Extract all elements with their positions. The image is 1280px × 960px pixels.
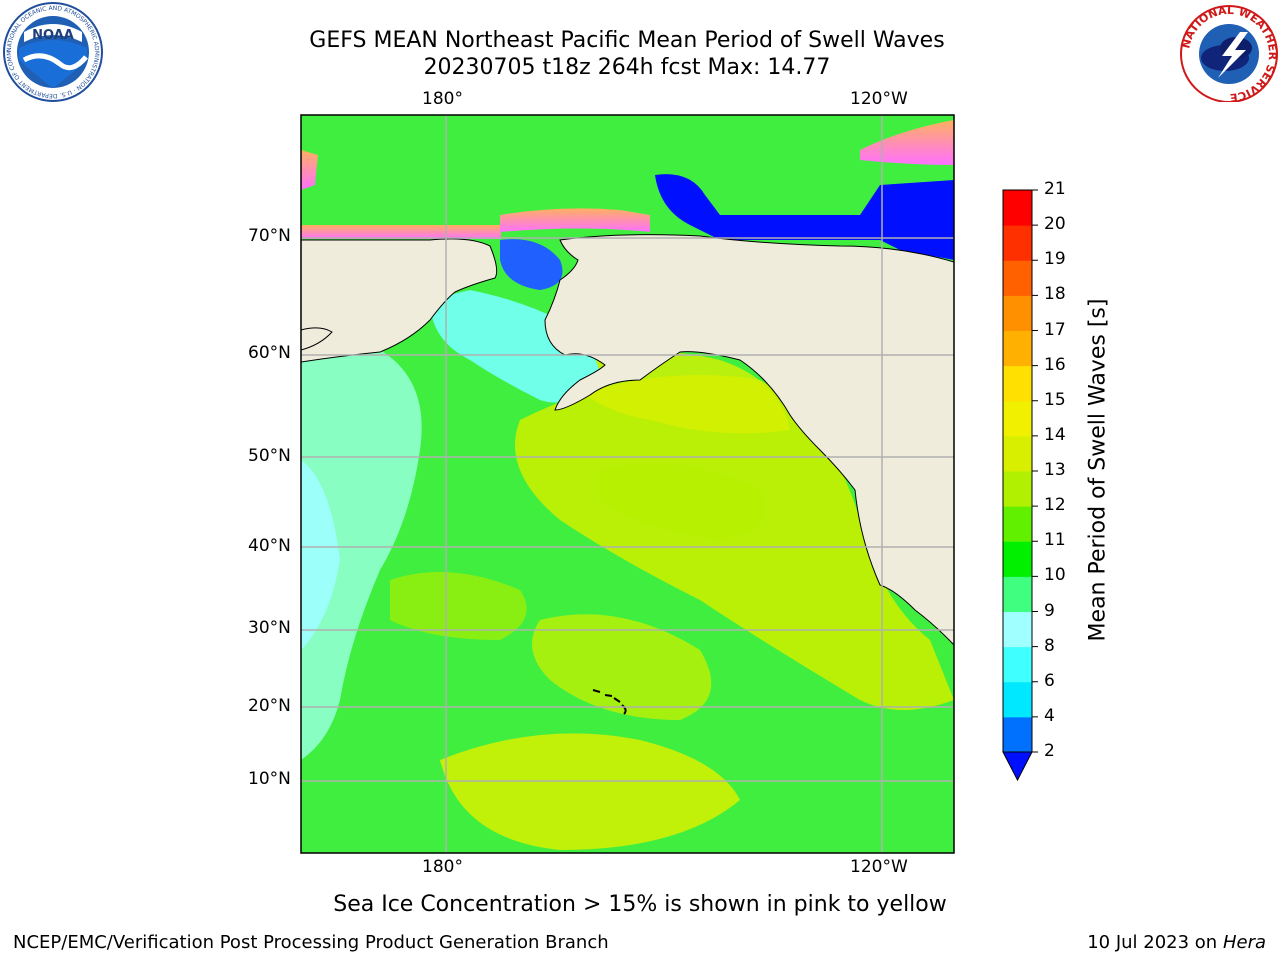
colorbar-tick-label: 9 <box>1044 600 1055 621</box>
swell-patch-central <box>390 572 527 640</box>
map-subtitle: 20230705 t18z 264h fcst Max: 14.77 <box>423 55 831 80</box>
colorbar-tick-label: 20 <box>1044 214 1066 235</box>
lat-label-50n: 50°N <box>248 446 291 466</box>
colorbar-under-arrow <box>1002 751 1033 782</box>
land-siberia <box>301 238 498 363</box>
graticule <box>301 115 954 853</box>
colorbar-segment <box>1003 646 1032 683</box>
sea-ice-east <box>860 120 954 165</box>
colorbar-tick-label: 13 <box>1044 460 1066 480</box>
footer-right: 10 Jul 2023 on Hera <box>1087 932 1266 953</box>
colorbar-segment <box>1003 365 1032 402</box>
short-period-band <box>301 350 422 760</box>
colorbar-tick-label: 12 <box>1044 495 1066 516</box>
colorbar <box>1002 189 1038 782</box>
colorbar-segment <box>1003 435 1032 472</box>
swell-patch-hawaii <box>532 614 712 720</box>
colorbar-segment <box>1003 330 1032 367</box>
chukchi-field <box>500 239 563 290</box>
lat-label-40n: 40°N <box>248 536 291 556</box>
colorbar-segment <box>1003 576 1032 612</box>
lat-label-30n: 30°N <box>248 618 291 638</box>
colorbar-tick-label: 18 <box>1044 284 1066 305</box>
colorbar-segment <box>1003 716 1032 753</box>
lat-label-10n: 10°N <box>248 769 291 789</box>
map-frame <box>300 114 955 854</box>
lon-label-top-180: 180° <box>422 89 463 109</box>
colorbar-segment <box>1003 260 1032 296</box>
footer-date: 10 Jul 2023 on <box>1087 932 1223 953</box>
colorbar-label: Mean Period of Swell Waves [s] <box>1085 298 1111 642</box>
land-kamchatka-tip <box>301 327 333 351</box>
colorbar-segment <box>1003 471 1032 507</box>
colorbar-tick-label: 2 <box>1044 741 1055 761</box>
short-period-core <box>301 460 340 650</box>
colorbar-tick-label: 6 <box>1044 670 1055 691</box>
colorbar-tick-label: 14 <box>1044 424 1066 445</box>
lon-label-bottom-120w: 120°W <box>850 857 908 877</box>
colorbar-tick-label: 21 <box>1044 179 1066 199</box>
lat-label-20n: 20°N <box>248 696 291 716</box>
swell-patch-long-period <box>515 375 954 710</box>
colorbar-segment <box>1003 611 1032 648</box>
sea-ice-west <box>301 225 501 239</box>
colorbar-tick-label: 4 <box>1044 705 1055 726</box>
lat-label-70n: 70°N <box>248 226 291 246</box>
noaa-logo: NATIONAL OCEANIC AND ATMOSPHERIC ADMINIS… <box>2 2 103 102</box>
sea-ice-caption: Sea Ice Concentration > 15% is shown in … <box>333 892 947 917</box>
colorbar-segment <box>1003 541 1032 577</box>
colorbar-tick-label: 11 <box>1044 530 1066 551</box>
sea-ice-central <box>500 208 650 232</box>
colorbar-tick-label: 16 <box>1044 354 1066 375</box>
lon-label-bottom-180: 180° <box>422 857 463 877</box>
colorbar-segment <box>1003 681 1032 718</box>
lon-label-top-120w: 120°W <box>850 89 908 109</box>
colorbar-tick-label: 17 <box>1044 319 1066 340</box>
lat-label-60n: 60°N <box>248 343 291 363</box>
footer-host: Hera <box>1222 932 1266 953</box>
colorbar-tick-label: 15 <box>1044 389 1066 410</box>
colorbar-segment <box>1003 295 1032 331</box>
footer-left: NCEP/EMC/Verification Post Processing Pr… <box>13 932 609 953</box>
land-north-america <box>544 234 954 646</box>
colorbar-segment <box>1003 400 1032 437</box>
colorbar-tick-label: 19 <box>1044 249 1066 270</box>
swell-patch-north <box>600 463 765 540</box>
colorbar-tick-label: 10 <box>1044 565 1066 586</box>
noaa-logo-text: NOAA <box>32 28 74 43</box>
sea-ice-siberia <box>301 150 318 190</box>
colorbar-segment <box>1003 225 1032 261</box>
colorbar-tick-label: 8 <box>1044 635 1055 656</box>
nws-logo: NATIONAL WEATHER SERVICE <box>1179 4 1279 102</box>
bering-sea-field <box>430 290 600 403</box>
hawaii-islands <box>592 689 627 715</box>
colorbar-segment <box>1003 506 1032 542</box>
map-plot-area <box>301 115 954 853</box>
colorbar-segment <box>1003 190 1032 226</box>
map-title: GEFS MEAN Northeast Pacific Mean Period … <box>309 28 945 53</box>
swell-patch-south <box>440 733 740 850</box>
